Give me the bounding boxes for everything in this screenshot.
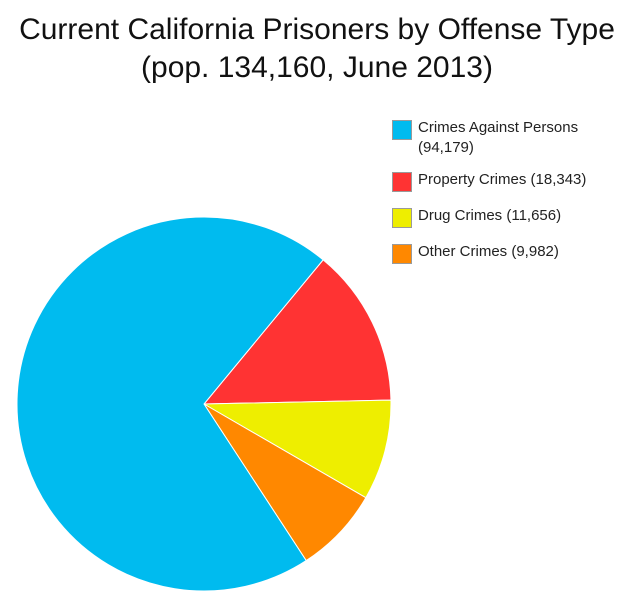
chart-title: Current California Prisoners by Offense … xyxy=(19,13,615,46)
legend-item-crimes-against-persons: Crimes Against Persons (94,179) xyxy=(392,118,632,158)
chart-subtitle: (pop. 134,160, June 2013) xyxy=(141,51,493,84)
legend-swatch-drug-crimes xyxy=(392,208,412,228)
legend-label-property-crimes: Property Crimes (18,343) xyxy=(418,171,587,188)
legend-swatch-crimes-against-persons xyxy=(392,120,412,140)
legend: Crimes Against Persons (94,179) Property… xyxy=(392,118,632,264)
pie-slice-property-crimes xyxy=(202,259,392,405)
legend-swatch-other-crimes xyxy=(392,244,412,264)
legend-label-other-crimes: Other Crimes (9,982) xyxy=(418,243,559,260)
legend-item-drug-crimes: Drug Crimes (11,656) xyxy=(392,206,632,228)
legend-swatch-property-crimes xyxy=(392,172,412,192)
pie-slice-drug-crimes xyxy=(202,399,392,499)
legend-label-crimes-against-persons: Crimes Against Persons (94,179) xyxy=(418,119,579,156)
legend-item-property-crimes: Property Crimes (18,343) xyxy=(392,170,632,192)
pie-slice-crimes-against-persons xyxy=(16,216,324,592)
legend-item-other-crimes: Other Crimes (9,982) xyxy=(392,242,632,264)
legend-label-drug-crimes: Drug Crimes (11,656) xyxy=(418,207,562,224)
